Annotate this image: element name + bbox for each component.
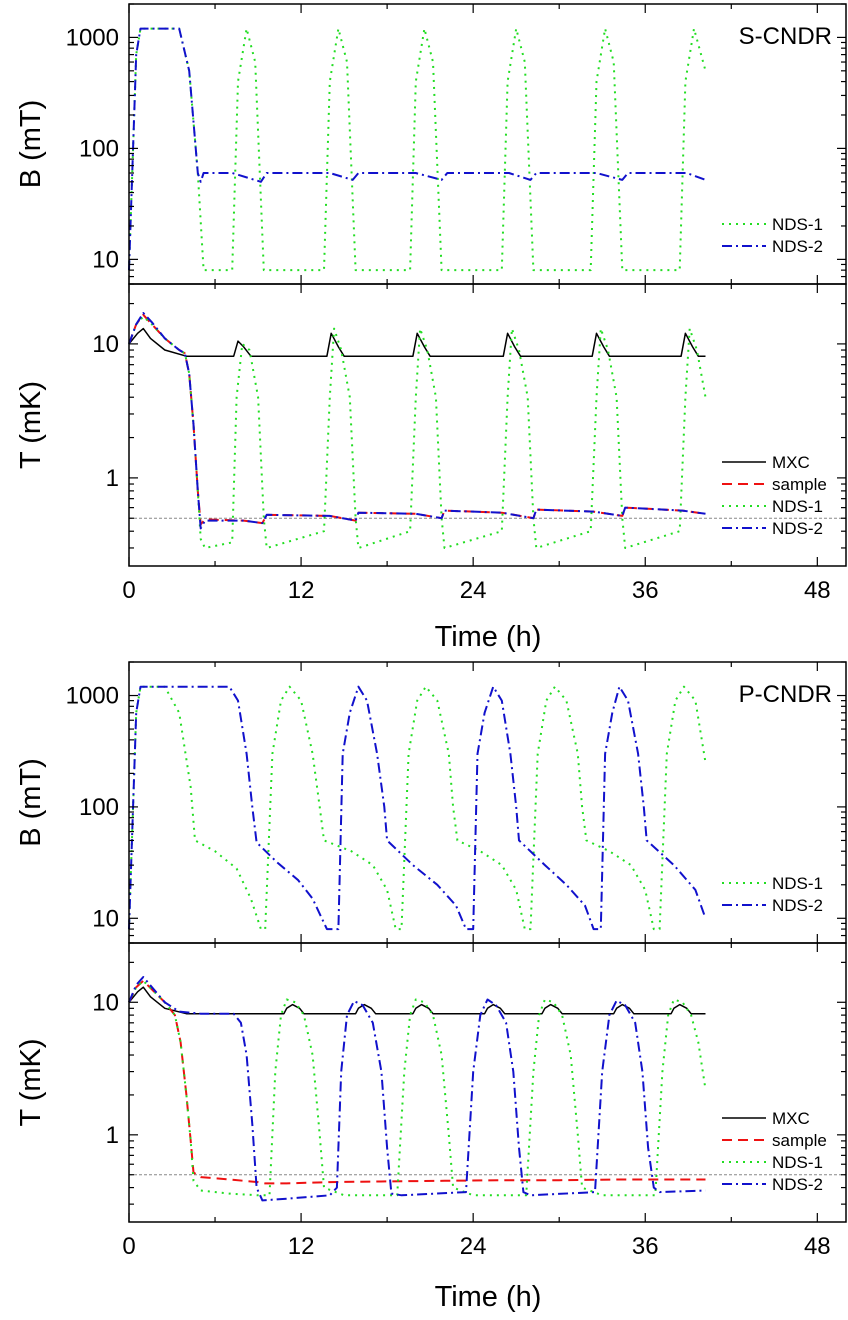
legend-label-mxc: MXC	[772, 453, 810, 472]
x-tick-label: 12	[288, 577, 315, 604]
y-tick-label: 10	[92, 989, 119, 1016]
legend-label-sample: sample	[772, 1131, 827, 1150]
series-line-nds-2	[128, 27, 706, 271]
series-line-mxc	[128, 327, 706, 357]
legend-label-nds-2: NDS-2	[772, 896, 823, 915]
y-tick-label: 10	[92, 331, 119, 358]
s-cndr-x-axis-title: Time (h)	[435, 621, 542, 653]
y-tick-label: 1	[106, 1122, 119, 1149]
legend-label-sample: sample	[772, 475, 827, 494]
series-line-mxc	[128, 986, 706, 1015]
series-line-sample	[128, 313, 706, 526]
y-tick-label: 100	[79, 794, 119, 821]
series-line-nds-1	[128, 27, 707, 272]
x-tick-label: 12	[288, 1233, 315, 1260]
series-line-nds-1	[128, 685, 707, 931]
x-tick-label: 48	[804, 577, 831, 604]
y-axis-title: T (mK)	[15, 1038, 47, 1126]
x-tick-label: 0	[122, 1233, 135, 1260]
series-line-nds-2	[128, 685, 707, 931]
panel-p-cndr-t: 1 10 0 12 24 36 48 T (mK) MXC sample NDS-1 NDS-2	[15, 942, 847, 1260]
y-tick-label: 100	[79, 135, 119, 162]
y-tick-label: 1	[106, 465, 119, 492]
x-tick-label: 36	[632, 1233, 659, 1260]
panel-tag: P-CNDR	[739, 681, 832, 708]
x-tick-label: 24	[460, 1233, 487, 1260]
y-tick-label: 1000	[66, 683, 119, 710]
legend-label-nds-1: NDS-1	[772, 215, 823, 234]
legend-label-nds-2: NDS-2	[772, 1175, 823, 1194]
legend-label-nds-2: NDS-2	[772, 237, 823, 256]
series-line-nds-2	[128, 976, 706, 1202]
legend-label-nds-2: NDS-2	[772, 519, 823, 538]
panel-s-cndr-b: 10 100 1000 B (mT) S-CNDR NDS-1 NDS-2	[15, 3, 847, 285]
legend-label-nds-1: NDS-1	[772, 1153, 823, 1172]
legend-label-nds-1: NDS-1	[772, 497, 823, 516]
y-axis-title: T (mK)	[15, 381, 47, 469]
y-tick-label: 10	[92, 246, 119, 273]
x-tick-label: 48	[804, 1233, 831, 1260]
series-line-nds-2	[128, 312, 706, 530]
y-tick-label: 1000	[66, 24, 119, 51]
panel-s-cndr-t: 1 10 0 12 24 36 48 T (mK) MXC sample NDS-1 NDS-2	[15, 283, 847, 604]
y-tick-label: 10	[92, 905, 119, 932]
series-line-sample	[128, 979, 706, 1185]
plot-frame	[128, 283, 847, 567]
y-axis-title: B (mT)	[15, 758, 47, 847]
legend-label-mxc: MXC	[772, 1109, 810, 1128]
plot-frame	[128, 942, 847, 1223]
x-tick-label: 24	[460, 577, 487, 604]
panel-p-cndr-b: 10 100 1000 B (mT) P-CNDR NDS-1 NDS-2	[15, 661, 847, 944]
y-axis-title: B (mT)	[15, 100, 47, 189]
x-tick-label: 0	[122, 577, 135, 604]
panel-tag: S-CNDR	[739, 23, 832, 50]
p-cndr-x-axis-title: Time (h)	[435, 1281, 542, 1313]
x-tick-label: 36	[632, 577, 659, 604]
legend-label-nds-1: NDS-1	[772, 874, 823, 893]
series-line-nds-1	[128, 315, 707, 549]
